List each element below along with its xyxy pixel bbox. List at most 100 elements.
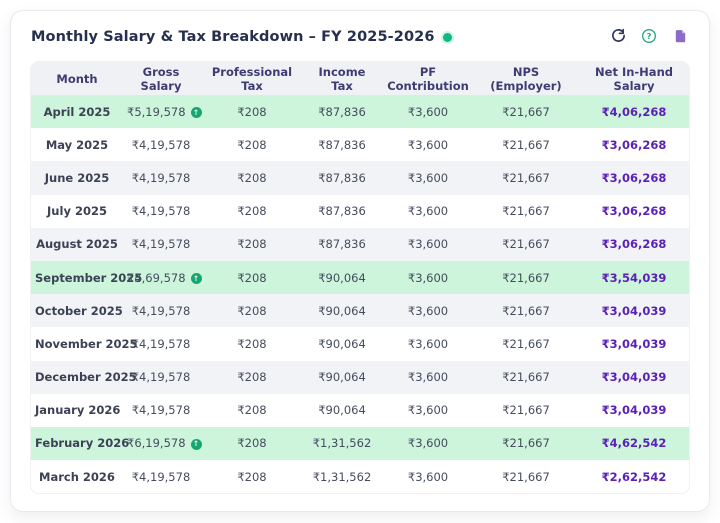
income-tax-cell: ₹90,064 [318, 336, 366, 351]
toolbar: ? [609, 28, 689, 46]
income-tax-cell: ₹87,836 [318, 137, 366, 152]
nps-employer-cell: ₹21,667 [502, 204, 550, 219]
income-tax-cell: ₹90,064 [318, 303, 366, 318]
gross-salary-value: ₹4,19,578 [131, 303, 191, 318]
salary-increase-icon[interactable]: ↑ [190, 106, 202, 118]
professional-tax-cell: ₹208 [237, 436, 267, 451]
nps-employer-cell: ₹21,667 [502, 469, 550, 484]
month-cell: September 2025 [35, 270, 143, 285]
pf-contribution-cell: ₹3,600 [407, 370, 449, 385]
svg-text:?: ? [647, 31, 652, 41]
table-row: December 2025 ₹4,19,578 ₹208 ₹90,064 ₹3,… [31, 360, 689, 394]
gross-salary-value: ₹4,19,578 [131, 403, 191, 418]
month-cell: August 2025 [36, 237, 118, 252]
professional-tax-cell: ₹208 [237, 204, 267, 219]
gross-salary-value: ₹4,19,578 [131, 336, 191, 351]
net-in-hand-cell: ₹3,06,268 [601, 170, 667, 185]
net-in-hand-cell: ₹3,54,039 [601, 270, 667, 285]
refresh-icon [611, 28, 626, 46]
gross-salary-cell: ₹4,19,578 [123, 228, 199, 261]
net-in-hand-cell: ₹3,04,039 [601, 303, 667, 318]
column-header-income-tax: Income Tax [305, 62, 379, 95]
gross-salary-value: ₹4,19,578 [131, 170, 191, 185]
income-tax-cell: ₹87,836 [318, 204, 366, 219]
professional-tax-cell: ₹208 [237, 403, 267, 418]
month-cell: July 2025 [47, 204, 107, 219]
column-header-professional-tax: Professional Tax [199, 62, 305, 95]
gross-salary-value: ₹4,19,578 [131, 370, 191, 385]
income-tax-cell: ₹1,31,562 [312, 469, 372, 484]
month-cell: April 2025 [43, 104, 111, 119]
pf-contribution-cell: ₹3,600 [407, 336, 449, 351]
report-button[interactable] [671, 28, 689, 46]
salary-increase-icon[interactable]: ↑ [190, 438, 202, 450]
nps-employer-cell: ₹21,667 [502, 137, 550, 152]
salary-table: Month Gross Salary Professional Tax Inco… [31, 62, 689, 494]
table-body: April 2025 ₹5,19,578 ↑ ₹208 ₹87,836 ₹3,60… [31, 95, 689, 494]
professional-tax-cell: ₹208 [237, 370, 267, 385]
pf-contribution-cell: ₹3,600 [407, 403, 449, 418]
professional-tax-cell: ₹208 [237, 137, 267, 152]
pf-contribution-cell: ₹3,600 [407, 436, 449, 451]
gross-salary-cell: ₹4,19,578 [123, 327, 199, 360]
pf-contribution-cell: ₹3,600 [407, 104, 449, 119]
month-cell: January 2026 [35, 403, 121, 418]
pf-contribution-cell: ₹3,600 [407, 270, 449, 285]
column-header-nps-employer: NPS (Employer) [477, 62, 575, 95]
card-header: Monthly Salary & Tax Breakdown – FY 2025… [11, 11, 709, 61]
income-tax-cell: ₹90,064 [318, 270, 366, 285]
document-file-icon [673, 28, 688, 47]
column-header-month: Month [31, 62, 123, 95]
table-row: June 2025 ₹4,19,578 ₹208 ₹87,836 ₹3,600 … [31, 161, 689, 195]
income-tax-cell: ₹87,836 [318, 104, 366, 119]
professional-tax-cell: ₹208 [237, 170, 267, 185]
gross-salary-cell: ₹4,19,578 [123, 161, 199, 194]
pf-contribution-cell: ₹3,600 [407, 137, 449, 152]
help-button[interactable]: ? [640, 28, 658, 46]
net-in-hand-cell: ₹3,06,268 [601, 237, 667, 252]
month-cell: December 2025 [35, 370, 137, 385]
income-tax-cell: ₹90,064 [318, 403, 366, 418]
salary-increase-icon[interactable]: ↑ [190, 272, 202, 284]
gross-salary-cell: ₹4,19,578 [123, 460, 199, 493]
gross-salary-cell: ₹6,19,578 ↑ [123, 427, 202, 460]
gross-salary-value: ₹5,19,578 [127, 104, 186, 119]
professional-tax-cell: ₹208 [237, 303, 267, 318]
net-in-hand-cell: ₹2,62,542 [601, 469, 667, 484]
table-row: March 2026 ₹4,19,578 ₹208 ₹1,31,562 ₹3,6… [31, 460, 689, 494]
salary-breakdown-card: Monthly Salary & Tax Breakdown – FY 2025… [10, 10, 710, 512]
column-header-net-in-hand: Net In-Hand Salary [575, 62, 689, 95]
table-row: April 2025 ₹5,19,578 ↑ ₹208 ₹87,836 ₹3,60… [31, 95, 689, 129]
month-cell: February 2026 [35, 436, 130, 451]
nps-employer-cell: ₹21,667 [502, 370, 550, 385]
nps-employer-cell: ₹21,667 [502, 436, 550, 451]
gross-salary-cell: ₹5,19,578 ↑ [123, 95, 202, 128]
net-in-hand-cell: ₹3,04,039 [601, 370, 667, 385]
gross-salary-value: ₹6,19,578 [127, 436, 186, 451]
nps-employer-cell: ₹21,667 [502, 403, 550, 418]
professional-tax-cell: ₹208 [237, 237, 267, 252]
nps-employer-cell: ₹21,667 [502, 237, 550, 252]
net-in-hand-cell: ₹4,06,268 [601, 104, 667, 119]
income-tax-cell: ₹90,064 [318, 370, 366, 385]
table-row: November 2025 ₹4,19,578 ₹208 ₹90,064 ₹3,… [31, 327, 689, 361]
month-cell: May 2025 [45, 137, 109, 152]
income-tax-cell: ₹87,836 [318, 237, 366, 252]
nps-employer-cell: ₹21,667 [502, 303, 550, 318]
gross-salary-cell: ₹4,19,578 [123, 294, 199, 327]
pf-contribution-cell: ₹3,600 [407, 303, 449, 318]
income-tax-cell: ₹87,836 [318, 170, 366, 185]
nps-employer-cell: ₹21,667 [502, 104, 550, 119]
pf-contribution-cell: ₹3,600 [407, 170, 449, 185]
refresh-button[interactable] [609, 28, 627, 46]
month-cell: March 2026 [39, 469, 115, 484]
gross-salary-value: ₹4,19,578 [131, 237, 191, 252]
table-row: January 2026 ₹4,19,578 ₹208 ₹90,064 ₹3,6… [31, 393, 689, 427]
gross-salary-cell: ₹4,19,578 [123, 394, 199, 427]
status-dot-icon [442, 32, 452, 42]
salary-table-container: Month Gross Salary Professional Tax Inco… [30, 61, 690, 495]
header-row: Month Gross Salary Professional Tax Inco… [31, 62, 689, 95]
column-header-pf-contribution: PF Contribution [379, 62, 477, 95]
professional-tax-cell: ₹208 [237, 104, 267, 119]
pf-contribution-cell: ₹3,600 [407, 469, 449, 484]
